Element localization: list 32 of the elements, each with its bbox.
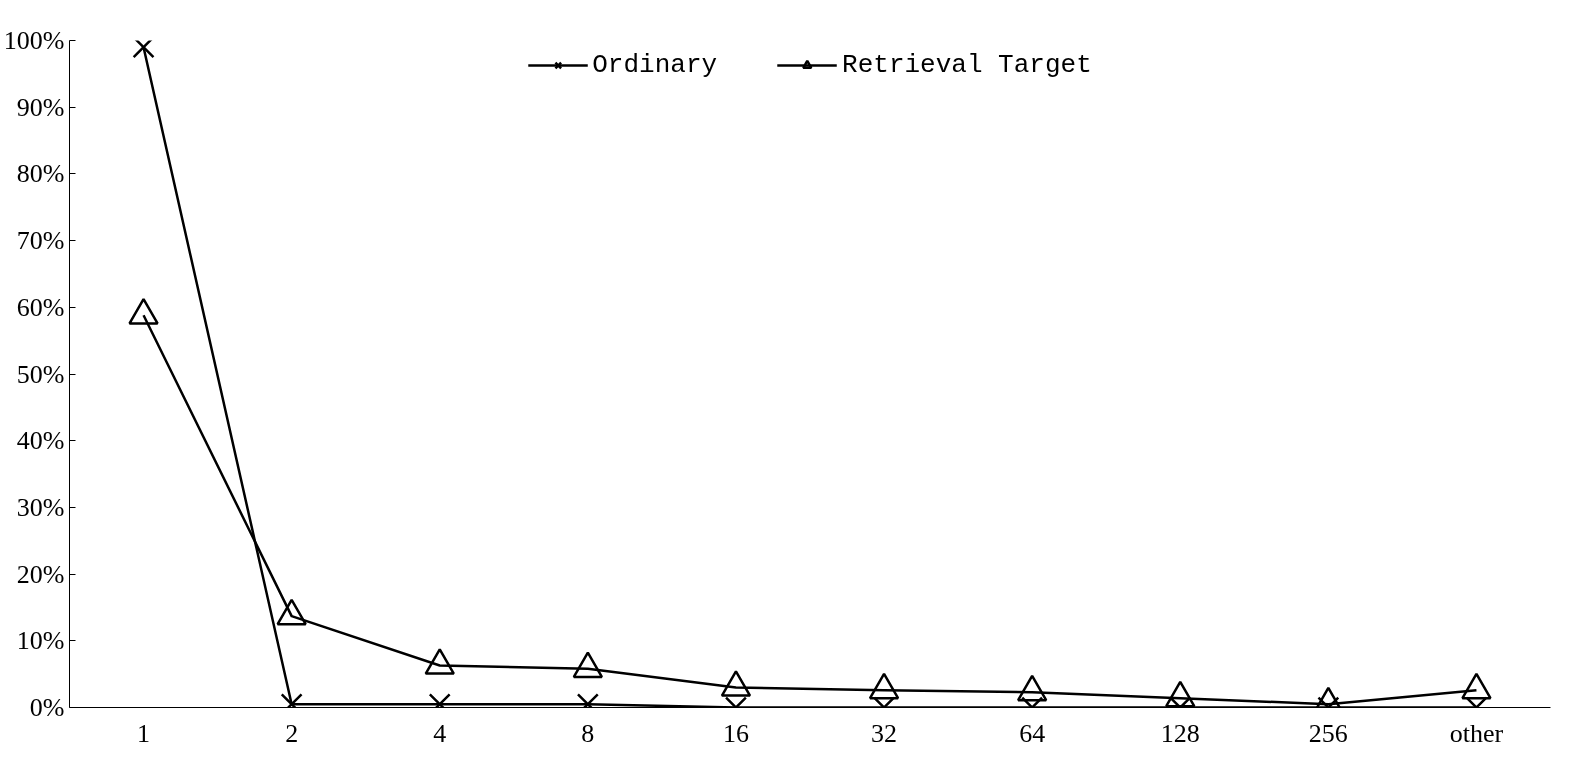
y-tick-label: 20% [16, 559, 65, 589]
x-tick-label: 64 [1019, 718, 1046, 748]
x-tick-label: 4 [433, 718, 447, 748]
y-tick-label: 60% [16, 292, 65, 322]
y-tick-label: 100% [3, 26, 65, 55]
y-tick-label: 10% [16, 626, 65, 656]
point [132, 40, 155, 59]
legend-label: Retrieval Target [842, 50, 1092, 80]
x-tick-label: 2 [285, 718, 299, 748]
point [276, 598, 307, 626]
x-tick-label: 8 [581, 718, 595, 748]
point [1461, 672, 1492, 700]
point [424, 648, 455, 675]
y-tick-label: 0% [29, 693, 65, 722]
x-tick-label: 128 [1160, 718, 1200, 748]
y-tick-label: 50% [16, 359, 65, 389]
x-tick-label: 1 [137, 718, 151, 748]
point [1165, 680, 1196, 708]
y-tick-label: 70% [16, 226, 65, 256]
point [572, 651, 604, 679]
point [1016, 674, 1048, 702]
y-tick-label: 30% [16, 492, 65, 522]
x-tick-label: 16 [722, 718, 749, 748]
x-tick-label: other [1449, 718, 1504, 748]
point [868, 672, 900, 700]
y-tick-label: 90% [16, 92, 65, 122]
y-tick-label: 40% [16, 426, 65, 456]
x-tick-label: 256 [1308, 718, 1348, 748]
x-tick-label: 32 [871, 718, 898, 748]
point [720, 670, 752, 697]
y-tick-label: 80% [16, 159, 65, 189]
legend-label: Ordinary [592, 50, 718, 80]
